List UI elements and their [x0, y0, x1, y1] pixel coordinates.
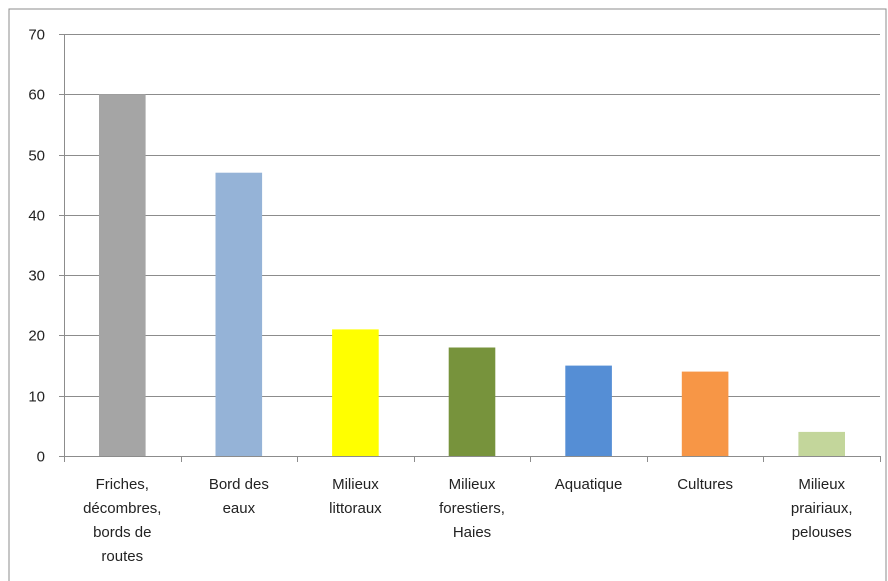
bar [565, 365, 612, 456]
bar [448, 347, 496, 456]
bar [798, 431, 845, 456]
x-category-label-line: Friches, [96, 476, 149, 493]
y-tick-label: 20 [28, 328, 45, 345]
x-category-label: Aquatique [555, 476, 623, 493]
x-category-label-line: Milieux [449, 476, 496, 493]
y-tick-label: 30 [28, 268, 45, 285]
x-category-label-line: bords de [93, 524, 151, 541]
bars [99, 94, 845, 457]
bar [215, 172, 263, 456]
gridlines [64, 34, 880, 397]
y-tick-label: 50 [28, 148, 45, 165]
bar [332, 329, 379, 456]
x-category-label: Friches, décombres, bords de routes [83, 476, 161, 565]
y-tick-label: 0 [37, 449, 45, 466]
y-axis: 0 10 20 30 40 50 60 70 [28, 27, 65, 466]
x-category-label-line: Milieux [798, 476, 845, 493]
x-category-label: Cultures [677, 476, 733, 493]
x-category-label: Milieux prairiaux, pelouses [791, 476, 853, 541]
x-category-label-line: Cultures [677, 476, 733, 493]
x-category-label-line: Aquatique [555, 476, 623, 493]
x-category-label-line: Milieux [332, 476, 379, 493]
y-tick-label: 40 [28, 208, 45, 225]
x-category-label: Milieux forestiers, Haies [439, 476, 505, 541]
y-tick-label: 70 [28, 27, 45, 44]
x-category-label-line: Bord des [209, 476, 269, 493]
y-tick-label: 60 [28, 87, 45, 104]
bar [99, 94, 146, 457]
bar [681, 371, 729, 456]
x-category-label: Bord des eaux [209, 476, 269, 517]
chart-border [8, 8, 887, 581]
x-category-label: Milieux littoraux [329, 476, 382, 517]
x-category-label-line: forestiers, [439, 500, 505, 517]
x-axis: Friches, décombres, bords de routes Bord des… [64, 456, 881, 565]
x-category-label-line: pelouses [792, 524, 852, 541]
x-category-label-line: décombres, [83, 500, 161, 517]
x-category-label-line: littoraux [329, 500, 382, 517]
x-category-label-line: prairiaux, [791, 500, 853, 517]
x-category-label-line: eaux [223, 500, 256, 517]
x-category-label-line: routes [101, 548, 143, 565]
x-category-label-line: Haies [453, 524, 491, 541]
y-tick-label: 10 [28, 389, 45, 406]
